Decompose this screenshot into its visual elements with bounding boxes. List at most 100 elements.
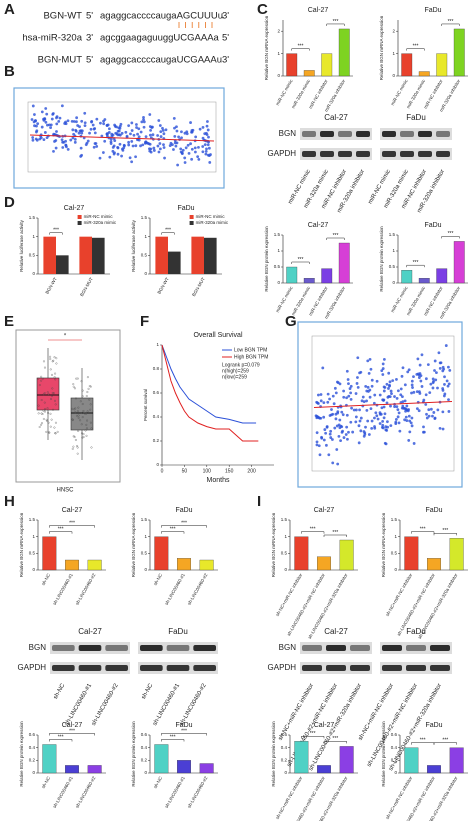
bar (449, 538, 464, 571)
y-tick-label: 0.2 (281, 758, 288, 763)
sig-bracket (411, 531, 435, 534)
sig-label: *** (58, 734, 64, 740)
seq-label: hsa-miR-320a (22, 33, 82, 44)
jitter-dot (55, 421, 57, 424)
jitter-dot (51, 373, 53, 376)
scatter-dot (381, 362, 385, 366)
jitter-dot (46, 391, 49, 394)
blot-band (338, 151, 352, 157)
scatter-dot (385, 429, 389, 432)
scatter-dot (105, 132, 109, 136)
bar (191, 236, 204, 274)
y-axis-label: Relative luciferase activity (131, 219, 136, 272)
panel-letter: B (4, 63, 15, 80)
scatter-dot (433, 359, 437, 363)
scatter-dot (382, 389, 386, 393)
scatter-dot (368, 395, 372, 399)
sig-mark: * (64, 334, 67, 340)
scatter-dot (388, 380, 392, 384)
jitter-dot (49, 358, 52, 361)
blot-title: FaDu (168, 627, 188, 636)
scatter-dot (345, 369, 349, 373)
scatter-dot (349, 384, 353, 388)
sig-label: *** (333, 19, 339, 25)
scatter-dot (95, 145, 99, 148)
jitter-dot (74, 387, 76, 390)
bar (177, 760, 191, 774)
scatter-dot (425, 412, 428, 416)
scatter-dot (356, 376, 359, 379)
jitter-dot (87, 387, 90, 390)
scatter-dot (350, 406, 353, 410)
scatter-dot (332, 402, 336, 406)
scatter-dot (420, 385, 424, 388)
scatter-dot (193, 146, 197, 150)
jitter-dot (77, 416, 80, 419)
blot-band (302, 665, 322, 671)
y-tick-label: 1.5 (29, 517, 36, 522)
panel-letter: G (285, 313, 297, 330)
sig-label: *** (332, 736, 338, 742)
scatter-dot (340, 430, 344, 434)
scatter-dot (143, 141, 147, 145)
bar (436, 53, 448, 77)
bar (404, 536, 419, 571)
blot-band (302, 151, 316, 157)
scatter-dot (183, 161, 187, 164)
scatter-dot (410, 416, 414, 420)
scatter-dot (397, 411, 401, 415)
jitter-dot (81, 395, 84, 398)
scatter-dot (346, 378, 350, 381)
x-tick-label: sh-NC (41, 775, 52, 789)
scatter-dot (407, 368, 411, 372)
jitter-dot (56, 430, 59, 433)
bar (294, 741, 309, 774)
scatter-dot (408, 430, 412, 434)
jitter-dot (86, 391, 89, 393)
blot-band (356, 131, 370, 137)
blot-band (338, 131, 352, 137)
jitter-dot (55, 357, 58, 360)
scatter-dot (70, 120, 74, 123)
scatter-dot (99, 121, 102, 125)
legend-label: miR-320a mimic (196, 220, 229, 225)
scatter-dot (415, 372, 419, 376)
scatter-dot (383, 412, 387, 416)
jitter-dot (83, 412, 86, 415)
y-tick-label: 0 (32, 271, 35, 276)
scatter-dot (336, 462, 340, 466)
y-axis-label: Relative luciferase activity (19, 219, 24, 272)
scatter-dot (328, 397, 332, 401)
bar (154, 536, 169, 571)
y-tick-label: 0 (277, 73, 280, 78)
scatter-dot (347, 430, 350, 434)
blot-band (166, 665, 190, 671)
y-tick-label: 1 (144, 534, 147, 539)
jitter-dot (75, 397, 77, 400)
blot-row-label: BGN (29, 643, 47, 652)
scatter-dot (132, 133, 136, 137)
scatter-dot (158, 124, 162, 127)
scatter-dot (60, 104, 64, 108)
y-tick-label: 0 (144, 770, 147, 775)
scatter-dot (386, 420, 389, 424)
scatter-dot (55, 115, 59, 118)
scatter-dot (333, 386, 337, 390)
scatter-dot (380, 406, 384, 410)
sig-label: *** (170, 734, 176, 740)
scatter-dot (109, 137, 113, 141)
scatter-dot (412, 375, 415, 379)
seq-end: 5' (86, 55, 93, 66)
sig-bracket (326, 237, 345, 240)
scatter-dot (396, 415, 400, 419)
scatter-dot (364, 425, 367, 429)
scatter-dot (79, 146, 83, 150)
scatter-dot (42, 138, 46, 142)
sig-label: *** (413, 43, 419, 49)
scatter-dot (157, 150, 161, 154)
bar (339, 746, 354, 774)
sig-label: *** (332, 530, 338, 536)
sig-label: *** (58, 526, 64, 532)
scatter-dot (320, 435, 323, 439)
